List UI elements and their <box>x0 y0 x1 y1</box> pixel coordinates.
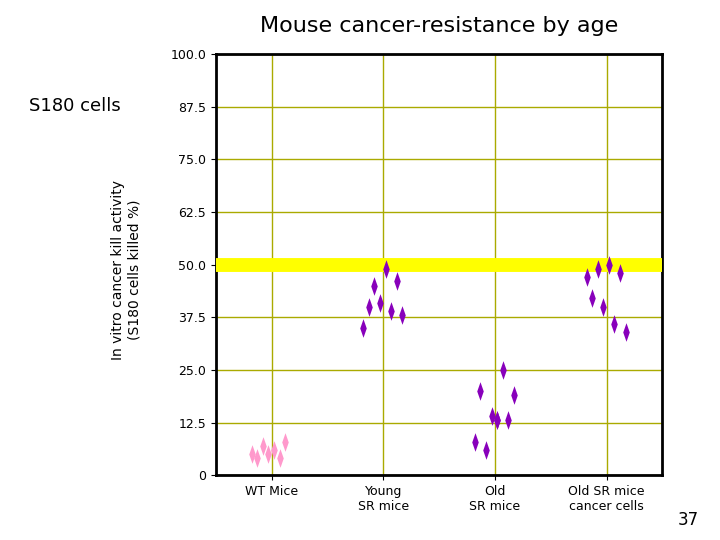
Point <box>474 387 486 395</box>
Point <box>363 302 374 311</box>
Point <box>385 307 397 315</box>
Point <box>480 446 492 454</box>
Point <box>469 437 481 446</box>
Point <box>592 265 603 273</box>
Point <box>497 366 508 374</box>
Point <box>274 454 285 463</box>
Point <box>620 328 631 336</box>
Point <box>614 269 626 278</box>
Point <box>251 454 263 463</box>
Point <box>598 302 609 311</box>
Point <box>369 281 380 290</box>
Text: S180 cells: S180 cells <box>29 97 120 115</box>
Text: Mouse cancer-resistance by age: Mouse cancer-resistance by age <box>260 16 618 36</box>
Point <box>608 319 620 328</box>
Point <box>391 277 402 286</box>
Point <box>257 441 269 450</box>
Point <box>374 298 386 307</box>
Point <box>581 273 593 281</box>
Point <box>263 450 274 458</box>
Point <box>397 311 408 320</box>
Point <box>503 416 514 425</box>
Point <box>492 416 503 425</box>
Point <box>246 450 258 458</box>
Point <box>492 416 503 425</box>
Point <box>508 391 520 400</box>
Text: In vitro cancer kill activity
(S180 cells killed %): In vitro cancer kill activity (S180 cell… <box>111 180 141 360</box>
Point <box>603 260 615 269</box>
Point <box>269 446 280 454</box>
Point <box>358 323 369 332</box>
Point <box>586 294 598 302</box>
Point <box>380 265 392 273</box>
Point <box>486 412 498 421</box>
Text: 37: 37 <box>678 511 698 529</box>
Point <box>279 437 291 446</box>
